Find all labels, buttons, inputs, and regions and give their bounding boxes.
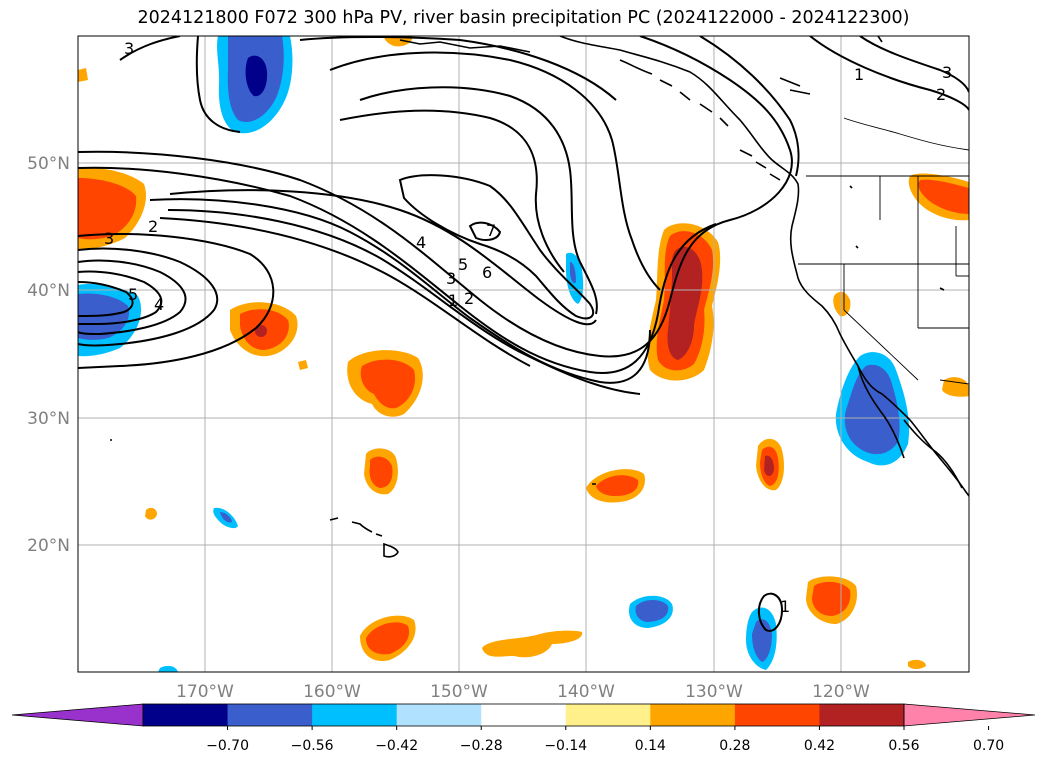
- colorbar-tick-label: 0.56: [888, 738, 919, 754]
- colorbar-cell: [734, 704, 820, 726]
- colorbar-cell: [143, 704, 229, 726]
- colorbar-extend-high: [903, 703, 1036, 727]
- lon-label: 170°W: [176, 682, 234, 702]
- colorbar-cell: [819, 704, 905, 726]
- lat-label: 40°N: [27, 281, 70, 301]
- colorbar-cell: [396, 704, 482, 726]
- longitude-labels: 170°W 160°W 150°W 140°W 130°W 120°W: [176, 682, 870, 702]
- colorbar-cell: [481, 704, 567, 726]
- colorbar-tick-label: −0.42: [375, 738, 418, 754]
- contour-label: 2: [464, 289, 474, 308]
- contour-label: 7: [486, 221, 496, 240]
- lon-label: 150°W: [430, 682, 488, 702]
- colorbar-tick-label: 0.42: [804, 738, 835, 754]
- colorbar-cell: [565, 704, 651, 726]
- lon-label: 160°W: [303, 682, 361, 702]
- state-borders: [798, 117, 969, 385]
- contour-label: 5: [128, 285, 138, 304]
- colorbar-extend-low: [11, 703, 144, 727]
- positive-anomaly-126w-25n: [756, 438, 784, 491]
- negative-anomaly-168w-22n: [213, 507, 238, 529]
- lon-label: 130°W: [685, 682, 743, 702]
- negative-anomaly-120w-30n: [835, 352, 910, 466]
- contour-label: 1: [780, 597, 790, 616]
- positive-anomaly-137w-25n: [586, 469, 645, 503]
- contour-label: 1: [448, 291, 458, 310]
- contour-label: 6: [482, 263, 492, 282]
- lat-label: 50°N: [27, 154, 70, 174]
- colorbar-cell: [227, 704, 313, 726]
- contour-labels: 3 1 3 2 2 3 5 4 4 5 3 1 2 6 7 1: [104, 39, 952, 616]
- contour-label: 4: [154, 295, 164, 314]
- colorbar-tick-label: −0.14: [544, 738, 587, 754]
- contour-label: 3: [124, 39, 134, 58]
- colorbar-cell: [650, 704, 736, 726]
- colorbar-tick-label: −0.70: [206, 738, 249, 754]
- colorbar-tick-label: 0.70: [973, 738, 1004, 754]
- colorbar-frame: [142, 703, 905, 727]
- negative-anomaly-136w-14n: [628, 595, 673, 628]
- contour-label: 3: [942, 63, 952, 82]
- contour-label: 2: [936, 85, 946, 104]
- pv-contours: [78, 36, 969, 632]
- colorbar-tick-label: 0.14: [635, 738, 666, 754]
- positive-anomaly-155w-13n: [360, 615, 416, 661]
- latitude-labels: 50°N 40°N 30°N 20°N: [27, 154, 70, 556]
- contour-label: 4: [416, 233, 426, 252]
- positive-anomaly-165w-37n: [230, 302, 298, 357]
- coastlines: [110, 36, 969, 558]
- lon-label: 140°W: [557, 682, 615, 702]
- negative-anomaly-north-pacific: [217, 36, 293, 134]
- positive-anomaly-110w-47n: [908, 173, 969, 221]
- positive-anomaly-155w-25n: [364, 448, 398, 495]
- contour-label: 1: [854, 65, 864, 84]
- lat-label: 20°N: [27, 536, 70, 556]
- contour-label: 2: [148, 217, 158, 236]
- contour-label: 3: [104, 229, 114, 248]
- colorbar: −0.70 −0.56 −0.42 −0.28 −0.14 0.14 0.28 0.42 0.5…: [11, 703, 1036, 754]
- negative-anomaly-west-38n: [78, 284, 142, 357]
- contour-label: 3: [446, 269, 456, 288]
- colorbar-cell: [312, 704, 398, 726]
- colorbar-tick-label: −0.56: [291, 738, 334, 754]
- map-frame: [77, 35, 970, 673]
- lon-label: 120°W: [812, 682, 870, 702]
- colorbar-tick-label: −0.28: [460, 738, 503, 754]
- lat-label: 30°N: [27, 409, 70, 429]
- positive-anomaly-155w-33n: [347, 350, 423, 417]
- colorbar-tick-label: 0.28: [719, 738, 750, 754]
- positive-anomaly-west-47n: [78, 167, 146, 250]
- precip-shading: [78, 36, 969, 672]
- map-area: 3 1 3 2 2 3 5 4 4 5 3 1 2 6 7 1: [78, 36, 969, 672]
- contour-label: 5: [458, 255, 468, 274]
- map-title: 2024121800 F072 300 hPa PV, river basin …: [137, 8, 910, 28]
